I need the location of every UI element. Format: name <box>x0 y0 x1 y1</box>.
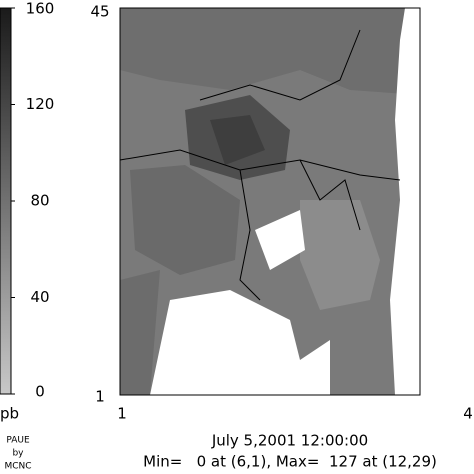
y-label: 1 <box>95 388 105 406</box>
x-label: 1 <box>117 405 127 423</box>
colorbar-tick-label: 120 <box>26 95 55 113</box>
colorbar-tick-label: 40 <box>30 288 49 306</box>
x-label: 4 <box>463 405 473 423</box>
colorbar-tick-label: 80 <box>30 192 49 210</box>
credit: PAUE <box>6 436 30 446</box>
colorbar <box>0 7 12 395</box>
y-label: 45 <box>90 3 109 21</box>
credit: by <box>12 449 24 459</box>
caption-stats: Min= 0 at (6,1), Max= 127 at (12,29) <box>143 453 437 471</box>
colorbar-unit: pb <box>0 405 19 423</box>
colorbar-tick-label: 160 <box>26 0 55 18</box>
map <box>119 7 421 396</box>
colorbar-tick-label: 0 <box>35 383 45 401</box>
caption-date: July 5,2001 12:00:00 <box>211 432 368 450</box>
credit: MCNC <box>4 462 31 472</box>
